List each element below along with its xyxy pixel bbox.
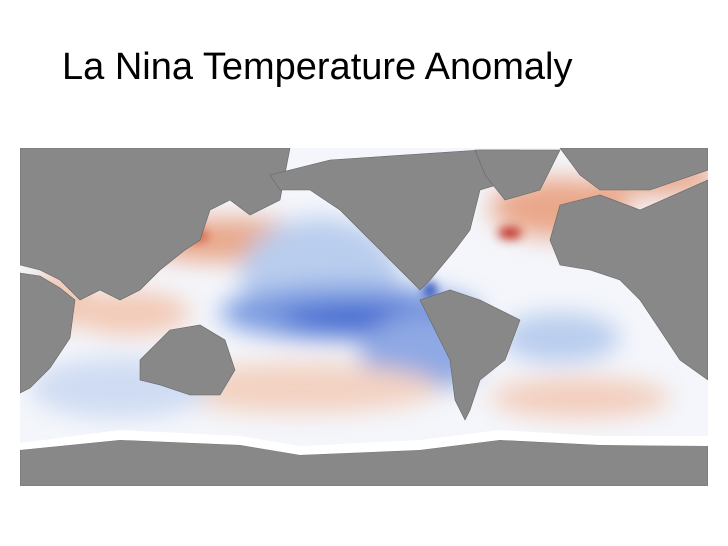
slide-title: La Nina Temperature Anomaly — [62, 46, 573, 88]
sea-temperature-map — [20, 148, 708, 486]
ice-shelf — [20, 430, 708, 455]
land — [20, 148, 708, 486]
